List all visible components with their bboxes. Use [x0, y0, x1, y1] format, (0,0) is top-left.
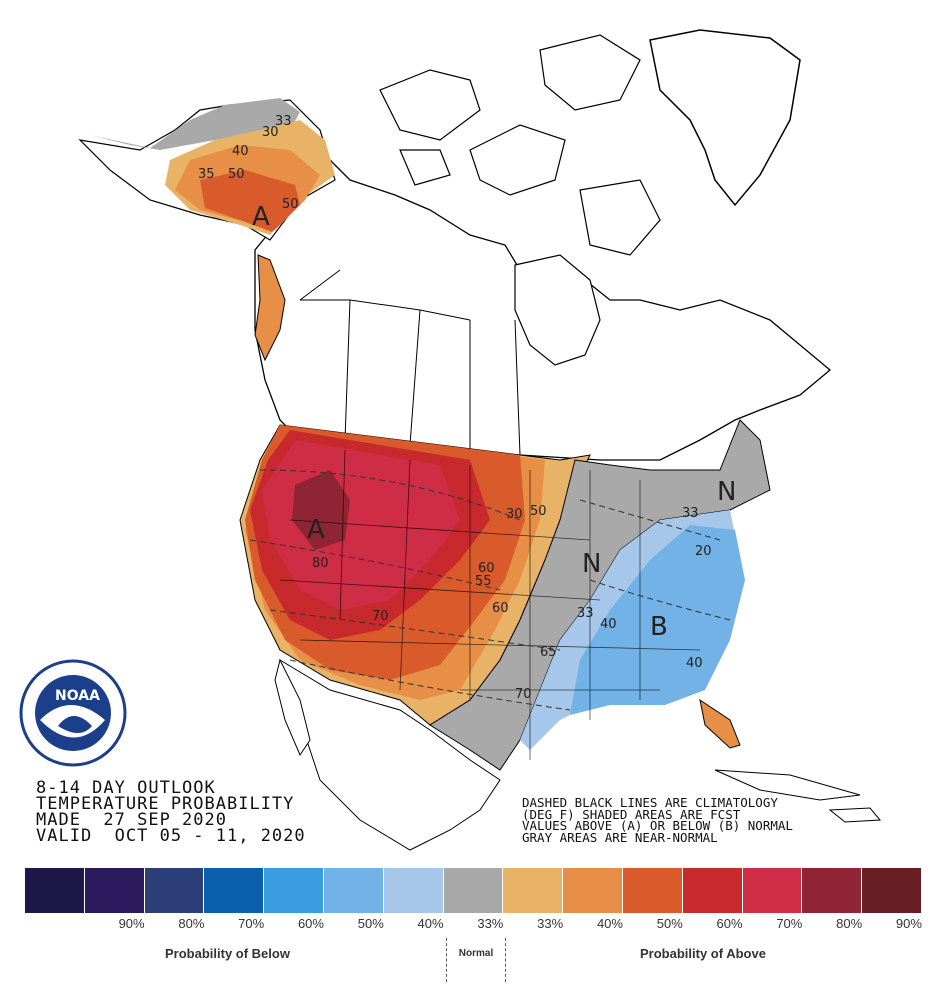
legend-swatch: [682, 868, 743, 913]
province-lines: [299, 269, 521, 456]
contour-label: 33: [577, 606, 594, 621]
cuba: [714, 769, 861, 801]
legend-tick: 40%: [596, 916, 623, 931]
contour-label: 40: [686, 656, 703, 671]
arctic-island-5: [399, 149, 451, 186]
arctic-island-2: [469, 124, 566, 196]
legend-tick: 40%: [417, 916, 444, 931]
contour-label: 65: [540, 645, 557, 660]
legend-swatch: [323, 868, 384, 913]
conus-above-letter: A: [307, 515, 325, 545]
title-line-1: 8-14 DAY OUTLOOK: [36, 778, 216, 798]
notes-line-2: (DEG F) SHADED AREAS ARE FCST: [522, 806, 741, 822]
baja: [274, 658, 311, 757]
legend-tick: 33%: [477, 916, 504, 931]
legend-swatch: [144, 868, 205, 913]
normal-letter-northeast: N: [717, 477, 736, 507]
legend-swatch: [383, 868, 444, 913]
legend-tick: 80%: [836, 916, 863, 931]
legend-swatch: [742, 868, 803, 913]
contour-label: 80: [312, 556, 329, 571]
legend-tick: 33%: [537, 916, 564, 931]
legend-swatch: [204, 868, 265, 913]
legend-swatch: [443, 868, 504, 913]
notes-line-4: GRAY AREAS ARE NEAR-NORMAL: [522, 829, 718, 845]
below-letter: B: [650, 612, 668, 642]
alaska-panhandle: [254, 254, 286, 362]
contour-label: 60: [492, 601, 509, 616]
hudson-bay: [514, 254, 601, 366]
legend-swatch: [802, 868, 863, 913]
arctic-island-4: [579, 179, 661, 256]
notes-line-1: DASHED BLACK LINES ARE CLIMATOLOGY: [522, 795, 778, 810]
outlook-title: 8-14 DAY OUTLOOK TEMPERATURE PROBABILITY M…: [36, 778, 306, 846]
legend-tick: 60%: [716, 916, 743, 931]
legend-tick: 70%: [238, 916, 265, 931]
contour-label: 30: [506, 507, 523, 522]
contour-label: 55: [475, 574, 492, 589]
legend-tick: 80%: [178, 916, 205, 931]
alaska-gray: [90, 98, 300, 150]
legend-swatch: [862, 868, 922, 913]
noaa-logo-text: NOAA: [55, 688, 100, 704]
legend-below-caption: Probability of Below: [165, 946, 290, 961]
legend-color-bar: [25, 868, 922, 913]
arctic-island-3: [539, 34, 641, 111]
alaska-above-letter: A: [252, 202, 270, 232]
contour-label: 20: [695, 544, 712, 559]
legend-tick: 70%: [776, 916, 803, 931]
alaska-50: [200, 170, 300, 232]
arctic-island-1: [379, 69, 481, 141]
legend-tick: 50%: [656, 916, 683, 931]
legend-tick: 90%: [895, 916, 922, 931]
contour-label: 35: [198, 167, 215, 182]
outlook-notes: DASHED BLACK LINES ARE CLIMATOLOGY (DEG F…: [522, 797, 793, 843]
contour-label: 60: [478, 561, 495, 576]
climatology-contours: [249, 469, 731, 711]
greenland-outline: [649, 29, 801, 207]
contour-label: 70: [372, 609, 389, 624]
legend-tick-spacer: [25, 916, 85, 931]
title-line-4: VALID OCT 05 - 11, 2020: [36, 826, 306, 846]
legend-tick: 90%: [118, 916, 145, 931]
legend-swatch: [84, 868, 145, 913]
legend-tick-labels: 90% 80% 70% 60% 50% 40% 33% 33% 40% 50% 60% 70% 80% 9…: [25, 916, 922, 931]
legend-normal-caption: Normal: [446, 938, 506, 982]
outlook-map: A A N N B 30 33 40 35 50 50 80 70 60 55 …: [19, 29, 882, 851]
title-line-3: MADE 27 SEP 2020: [36, 810, 227, 830]
legend-tick: 50%: [357, 916, 384, 931]
legend-swatch: [264, 868, 324, 913]
noaa-logo: NOAA: [19, 659, 127, 767]
legend-swatch: [563, 868, 623, 913]
contour-label: 50: [530, 504, 547, 519]
hispaniola: [828, 807, 882, 823]
florida-above: [699, 698, 741, 749]
contour-label: 33: [275, 114, 292, 129]
title-line-2: TEMPERATURE PROBABILITY: [36, 794, 295, 814]
conus-below-40: [570, 525, 745, 715]
mexico-outline: [279, 658, 501, 851]
contour-label: 50: [282, 197, 299, 212]
contour-label: 70: [515, 687, 532, 702]
contour-label: 40: [600, 617, 617, 632]
normal-letter-central: N: [582, 549, 601, 579]
legend-swatch: [25, 868, 85, 913]
contour-label: 50: [228, 167, 245, 182]
notes-line-3: VALUES ABOVE (A) OR BELOW (B) NORMAL: [522, 818, 793, 833]
contour-label: 40: [232, 144, 249, 159]
conus-above-80: [292, 470, 350, 550]
legend-swatch: [503, 868, 564, 913]
legend-tick: 60%: [297, 916, 324, 931]
legend-above-caption: Probability of Above: [640, 946, 766, 961]
contour-label: 30: [262, 125, 279, 140]
legend-swatch: [622, 868, 683, 913]
contour-label: 33: [682, 506, 699, 521]
